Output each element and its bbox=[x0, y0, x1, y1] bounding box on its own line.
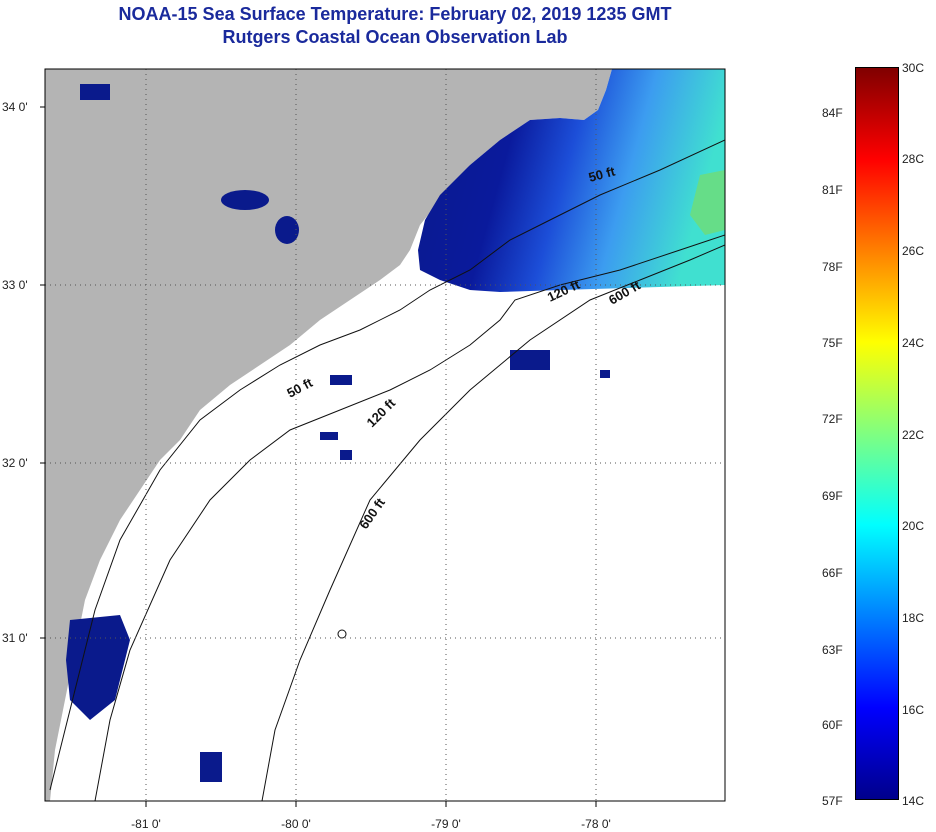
colorbar-c-label: 24C bbox=[902, 336, 925, 350]
lat-label: 32 0' bbox=[2, 456, 28, 470]
colorbar-f-label: 72F bbox=[822, 412, 843, 426]
colorbar-f-label: 84F bbox=[822, 106, 843, 120]
seamount-contour bbox=[337, 629, 347, 639]
land-mass bbox=[45, 69, 612, 801]
map-frame bbox=[44, 68, 726, 802]
colorbar-f-label: 63F bbox=[822, 643, 843, 657]
colorbar-f-label: 57F bbox=[822, 794, 843, 808]
colorbar-gradient bbox=[855, 67, 899, 800]
colorbar-f-label: 75F bbox=[822, 336, 843, 350]
axis-ticks bbox=[40, 106, 597, 807]
contour-label: 50 ft bbox=[587, 163, 617, 185]
map-subtitle: Rutgers Coastal Ocean Observation Lab bbox=[222, 27, 568, 47]
colorbar-c-label: 18C bbox=[902, 611, 925, 625]
colorbar-c-label: 16C bbox=[902, 703, 925, 717]
lat-label: 31 0' bbox=[2, 631, 28, 645]
colorbar-f-label: 66F bbox=[822, 566, 843, 580]
lat-label: 33 0' bbox=[2, 278, 28, 292]
cold-water-plume bbox=[418, 69, 725, 292]
lon-label: -78 0' bbox=[581, 817, 611, 831]
lon-label: -80 0' bbox=[281, 817, 311, 831]
colorbar-c-label: 28C bbox=[902, 152, 925, 166]
colorbar-c-label: 30C bbox=[902, 61, 925, 75]
colorbar-f-label: 69F bbox=[822, 489, 843, 503]
warm-patch bbox=[690, 170, 725, 235]
lon-label: -81 0' bbox=[131, 817, 161, 831]
cloud-gap-patches bbox=[66, 84, 610, 782]
colorbar-c-label: 14C bbox=[902, 794, 925, 808]
colorbar bbox=[855, 67, 899, 800]
colorbar-f-label: 81F bbox=[822, 183, 843, 197]
lat-label: 34 0' bbox=[2, 100, 28, 114]
colorbar-f-label: 60F bbox=[822, 718, 843, 732]
map-title: NOAA-15 Sea Surface Temperature: Februar… bbox=[118, 4, 672, 24]
lon-label: -79 0' bbox=[431, 817, 461, 831]
colorbar-c-label: 26C bbox=[902, 244, 925, 258]
colorbar-c-label: 22C bbox=[902, 428, 925, 442]
graticule bbox=[45, 69, 725, 801]
colorbar-c-label: 20C bbox=[902, 519, 925, 533]
colorbar-f-label: 78F bbox=[822, 260, 843, 274]
depth-contours bbox=[49, 139, 725, 801]
